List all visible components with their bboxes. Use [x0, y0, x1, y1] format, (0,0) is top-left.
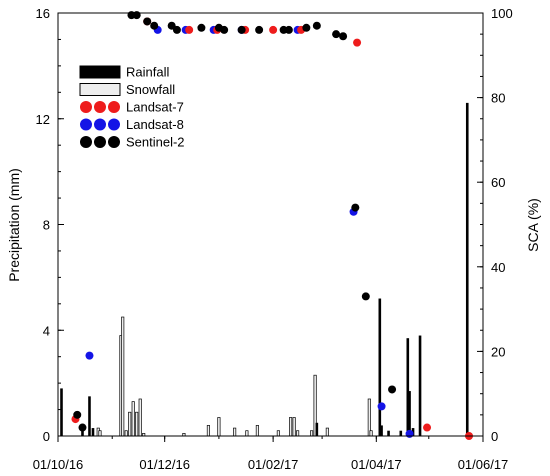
y-left-tick-label: 16 [36, 6, 50, 21]
x-tick-label: 01/04/17 [351, 457, 402, 472]
snowfall-bar [233, 427, 237, 437]
x-tick-label: 01/12/16 [139, 457, 190, 472]
snowfall-bar [289, 417, 293, 437]
sentinel-2-point [284, 25, 293, 34]
sentinel-2-point [339, 32, 348, 41]
sentinel-2-point [361, 292, 370, 301]
y-right-tick-label: 20 [491, 344, 505, 359]
legend-label: Rainfall [126, 65, 169, 80]
sentinel-2-point [172, 25, 181, 34]
y-left-tick-label: 12 [36, 112, 50, 127]
rainfall-bar [465, 102, 469, 436]
y-right-tick-label: 60 [491, 175, 505, 190]
snowfall-bar [217, 417, 221, 437]
rainfall-bar [418, 335, 422, 436]
landsat-7-point [353, 38, 362, 47]
sentinel-2-point [132, 11, 141, 20]
landsat-8-point [377, 402, 386, 411]
snowfall-bar [131, 401, 135, 437]
legend-marker [108, 118, 120, 131]
snowfall-bar [128, 411, 132, 437]
sentinel-2-point [78, 423, 87, 432]
legend-swatch [79, 65, 121, 79]
snowfall-bar [255, 425, 259, 437]
y-axis-label-left: Precipitation (mm) [6, 168, 22, 282]
landsat-7-point [269, 25, 278, 34]
snowfall-bar [98, 430, 102, 437]
sentinel-2-point [237, 25, 246, 34]
landsat-8-point [85, 351, 94, 360]
y-right-tick-label: 40 [491, 260, 505, 275]
x-tick-label: 01/10/16 [33, 457, 84, 472]
snowfall-bar [325, 427, 329, 437]
rainfall-bar [380, 425, 383, 436]
sentinel-2-point [220, 25, 229, 34]
snowfall-bar [369, 430, 373, 437]
rainfall-bar [91, 428, 95, 436]
axes [57, 12, 484, 442]
legend-label: Landsat-7 [126, 100, 184, 115]
snowfall-bar [206, 425, 210, 437]
snowfall-bar [292, 417, 296, 437]
tick-labels: 01/10/16 01/12/16 01/02/17 01/04/17 01/06/17… [33, 6, 513, 472]
sentinel-2-point [388, 385, 397, 394]
snowfall-bar [121, 316, 125, 437]
legend-label: Landsat-8 [126, 117, 184, 132]
legend-marker [80, 136, 92, 148]
rainfall-bar [399, 430, 403, 436]
sentinel-2-point [255, 25, 264, 34]
legend-marker [80, 101, 92, 113]
rainfall-bar [88, 396, 91, 436]
sentinel-2-point [143, 17, 152, 26]
y-axis-label-right: SCA (%) [525, 198, 541, 252]
landsat-7-point [423, 423, 432, 432]
y-right-tick-label: 80 [491, 91, 505, 106]
rainfall-bar [315, 422, 319, 436]
rainfall-bar [60, 388, 63, 436]
snowfall-bar [124, 430, 128, 437]
sentinel-2-point [312, 21, 321, 30]
landsat-8-point [405, 429, 414, 438]
sentinel-2-point [351, 203, 360, 212]
rainfall-bar [408, 391, 411, 436]
y-left-tick-label: 0 [43, 429, 50, 444]
legend-marker [94, 118, 106, 131]
legend-marker [108, 136, 120, 148]
sentinel-2-point [332, 30, 341, 39]
snowfall-bars [96, 316, 373, 437]
legend-marker [94, 136, 106, 148]
legend-marker [108, 101, 120, 113]
snowfall-bar [296, 430, 300, 437]
sentinel-2-point [150, 21, 159, 30]
snowfall-bar [135, 411, 139, 437]
landsat-7-point [185, 25, 194, 34]
sentinel-2-point [302, 23, 311, 32]
x-tick-label: 01/06/17 [458, 457, 509, 472]
legend-swatch [79, 83, 121, 96]
legend-marker [94, 101, 106, 113]
rainfall-bar [378, 298, 382, 436]
snowfall-bar [310, 430, 314, 437]
legend-label: Snowfall [126, 82, 175, 97]
x-tick-label: 01/02/17 [248, 457, 299, 472]
sentinel-2-point [197, 23, 206, 32]
y-left-tick-label: 8 [43, 218, 50, 233]
snowfall-bar [245, 430, 249, 437]
legend-marker [80, 118, 92, 131]
legend-label: Sentinel-2 [126, 135, 185, 150]
rainfall-bar [406, 338, 410, 436]
sentinel-2-point [73, 410, 82, 419]
y-left-tick-label: 4 [43, 323, 50, 338]
y-right-tick-label: 0 [491, 429, 498, 444]
legend: Rainfall Snowfall Landsat-7 Landsat-8 Sentin… [79, 65, 185, 150]
rainfall-bar [387, 430, 390, 436]
snowfall-bar [138, 398, 142, 437]
snowfall-bar [276, 430, 280, 437]
y-right-tick-label: 100 [491, 6, 513, 21]
